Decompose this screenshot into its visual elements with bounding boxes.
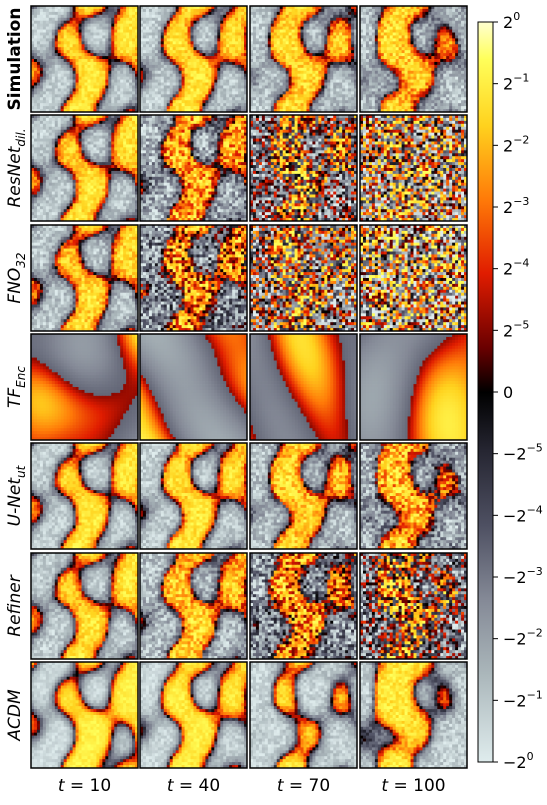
row-label: FNO32 — [5, 252, 28, 303]
panel-r3-c3 — [360, 334, 467, 440]
row-labels: Simulation ResNetdil. FNO32 TFEnc U-Netut Ref… — [5, 8, 28, 742]
row-label: ResNetdil. — [5, 128, 28, 207]
column-labels: t = 10 t = 40 t = 70 t = 100 — [58, 776, 446, 796]
panel-r5-c1 — [140, 553, 247, 659]
panel-r2-c2 — [250, 225, 357, 331]
panel-r5-c3 — [360, 553, 467, 659]
colorbar-tick-label: −2−5 — [503, 442, 543, 464]
colorbar-tick-label: 20 — [503, 10, 520, 32]
column-label: t = 100 — [381, 776, 445, 796]
panel-r2-c1 — [140, 225, 247, 331]
panel-r0-c3 — [360, 6, 467, 112]
row-label: TFEnc — [5, 366, 28, 408]
panel-r0-c0 — [31, 6, 138, 112]
colorbar-tick-label: −2−1 — [503, 688, 543, 710]
row-label: Simulation — [5, 8, 25, 111]
colorbar-tick-label: −2−3 — [503, 565, 543, 587]
row-label: ACDM — [5, 689, 25, 742]
panel-r5-c2 — [250, 553, 357, 659]
panel-r6-c0 — [31, 662, 138, 768]
panel-r3-c1 — [140, 334, 247, 440]
colorbar-gradient — [478, 22, 493, 762]
column-label: t = 40 — [167, 776, 220, 796]
colorbar-tick-label: −2−2 — [503, 627, 543, 649]
colorbar-tick-label: 2−5 — [503, 318, 529, 340]
colorbar-tick-label: −20 — [503, 750, 534, 772]
colorbar-tick-label: 2−1 — [503, 72, 529, 94]
panel-r4-c3 — [360, 443, 467, 549]
colorbar-tick-label: −2−4 — [503, 503, 543, 525]
panel-r6-c3 — [360, 662, 467, 768]
panel-r6-c1 — [140, 662, 247, 768]
column-label: t = 70 — [277, 776, 330, 796]
panel-r1-c3 — [360, 115, 467, 221]
colorbar: 20 2−1 2−2 2−3 2−4 2−5 0 −2−5 −2−4 −2−3 −2−2 −2−1 −2… — [478, 10, 543, 772]
panel-r3-c2 — [250, 334, 357, 440]
panels — [31, 6, 467, 768]
row-label: Refiner — [5, 574, 25, 636]
colorbar-tick-label: 2−4 — [503, 257, 529, 279]
colorbar-tick-label: 2−2 — [503, 133, 529, 155]
panel-r1-c0 — [31, 115, 138, 221]
panel-r5-c0 — [31, 553, 138, 659]
panel-r0-c2 — [250, 6, 357, 112]
panel-r0-c1 — [140, 6, 247, 112]
row-label: U-Netut — [5, 464, 28, 526]
panel-r2-c3 — [360, 225, 467, 331]
panel-r4-c1 — [140, 443, 247, 549]
panel-r1-c2 — [250, 115, 357, 221]
colorbar-tick-label: 2−3 — [503, 195, 529, 217]
colorbar-tick-label: 0 — [503, 383, 513, 402]
panel-r4-c0 — [31, 443, 138, 549]
panel-r1-c1 — [140, 115, 247, 221]
panel-r6-c2 — [250, 662, 357, 768]
panel-r3-c0 — [31, 334, 138, 440]
column-label: t = 10 — [58, 776, 111, 796]
panel-r4-c2 — [250, 443, 357, 549]
panel-r2-c0 — [31, 225, 138, 331]
